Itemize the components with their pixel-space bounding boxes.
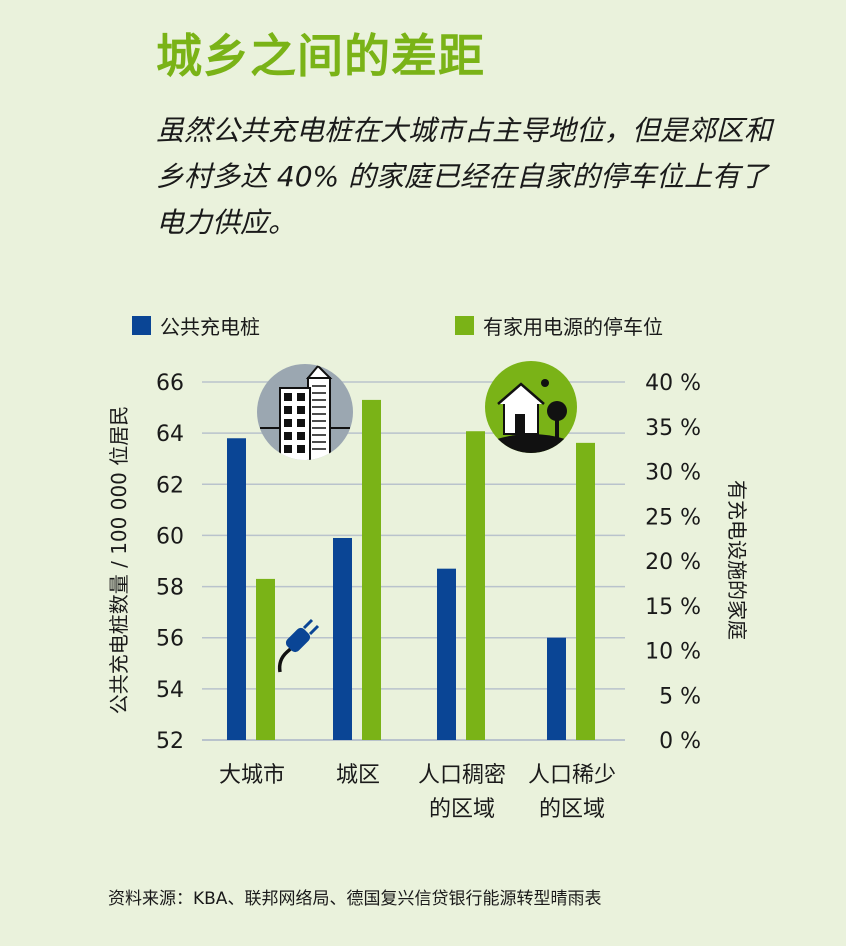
bar-home [576,442,595,740]
right-axis-ticks: 0 % 5 % 10 % 15 % 20 % 25 % 30 % 35 % 40 % [645,371,701,754]
chart-bars [227,399,595,740]
left-tick-label: 56 [156,627,184,652]
left-tick-label: 52 [156,729,184,754]
category-label: 的区域 [429,797,495,822]
right-tick-label: 30 % [645,461,701,486]
category-label: 人口稀少 [528,763,616,788]
left-tick-label: 58 [156,576,184,601]
right-tick-label: 35 % [645,416,701,441]
left-tick-label: 60 [156,524,184,549]
left-axis-ticks: 52 54 56 58 60 62 64 66 [156,371,184,754]
legend-label: 公共充电桩 [160,315,260,339]
bar-home [466,431,485,740]
bar-public [547,637,566,740]
bar-public [333,537,352,740]
left-tick-label: 66 [156,371,184,396]
right-axis-label: 有充电设施的家庭 [725,480,749,640]
bar-home [362,399,381,740]
right-tick-label: 5 % [659,684,701,709]
legend-swatch [132,316,151,335]
left-tick-label: 62 [156,473,184,498]
legend-label: 有家用电源的停车位 [483,315,663,339]
right-tick-label: 15 % [645,595,701,620]
left-tick-label: 64 [156,422,184,447]
bar-public [227,438,246,740]
page-subtitle: 虽然公共充电桩在大城市占主导地位，但是郊区和乡村多达 40% 的家庭已经在自家的… [156,114,773,239]
legend-swatch [455,316,474,335]
electric-plug-icon [277,618,320,673]
category-label: 的区域 [539,797,605,822]
page-title: 城乡之间的差距 [156,29,485,83]
category-label: 人口稠密 [418,763,506,788]
right-tick-label: 40 % [645,371,701,396]
chart-legend: 公共充电桩 有家用电源的停车位 [132,315,663,339]
right-tick-label: 10 % [645,640,701,665]
bar-home [256,578,275,740]
city-building-icon [257,364,353,460]
source-note: 资料来源：KBA、联邦网络局、德国复兴信贷银行能源转型晴雨表 [108,889,602,909]
category-label: 大城市 [219,763,285,788]
right-tick-label: 0 % [659,729,701,754]
right-tick-label: 25 % [645,505,701,530]
bar-public [437,568,456,740]
right-tick-label: 20 % [645,550,701,575]
left-tick-label: 54 [156,678,184,703]
category-label: 城区 [336,763,380,788]
house-tree-icon [485,361,577,453]
left-axis-label: 公共充电桩数量 / 100 000 位居民 [107,406,131,715]
